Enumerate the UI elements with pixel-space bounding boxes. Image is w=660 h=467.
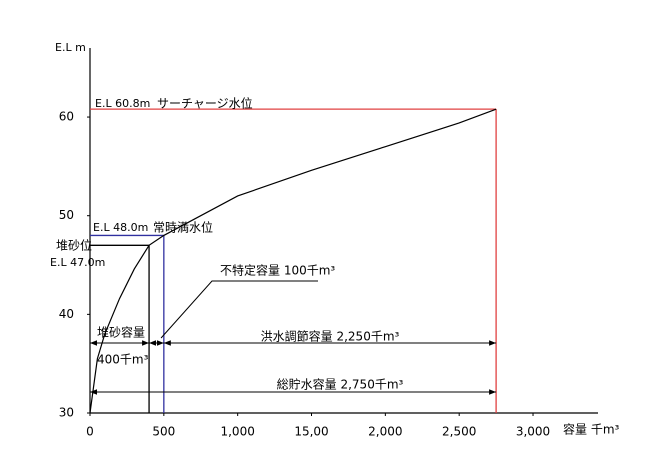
x-tick-label: 500: [152, 425, 175, 439]
x-tick-label: 0: [86, 425, 94, 439]
level-name: 堆砂位: [56, 238, 92, 253]
x-tick-label: 1,000: [220, 425, 254, 439]
level-label: E.L 60.8m: [95, 97, 150, 110]
level-name: サーチャージ水位: [157, 96, 253, 111]
annotation: 洪水調節容量 2,250千m³: [261, 329, 400, 344]
annotation: 堆砂容量: [97, 325, 145, 340]
x-tick-label: 3,000: [516, 425, 550, 439]
x-tick-label: 15,00: [294, 425, 328, 439]
x-tick-label: 2,000: [368, 425, 402, 439]
capacity-curve: [89, 108, 497, 414]
y-tick-label: 30: [59, 406, 74, 420]
y-tick-label: 60: [59, 110, 74, 124]
level-label: E.L 48.0m: [93, 221, 148, 234]
x-axis-label: 容量 千m³: [563, 422, 620, 437]
annotation: 不特定容量 100千m³: [220, 263, 335, 278]
level-label: E.L 47.0m: [50, 256, 105, 269]
leader-line: [160, 280, 318, 339]
annotation: 総貯水容量 2,750千m³: [277, 377, 404, 392]
y-tick-label: 50: [59, 208, 74, 222]
y-axis-label: E.L m: [55, 41, 86, 54]
y-tick-label: 40: [59, 307, 74, 321]
x-tick-label: 2,500: [442, 425, 476, 439]
level-name: 常時満水位: [153, 220, 213, 235]
annotation: 400千m³: [97, 353, 149, 367]
